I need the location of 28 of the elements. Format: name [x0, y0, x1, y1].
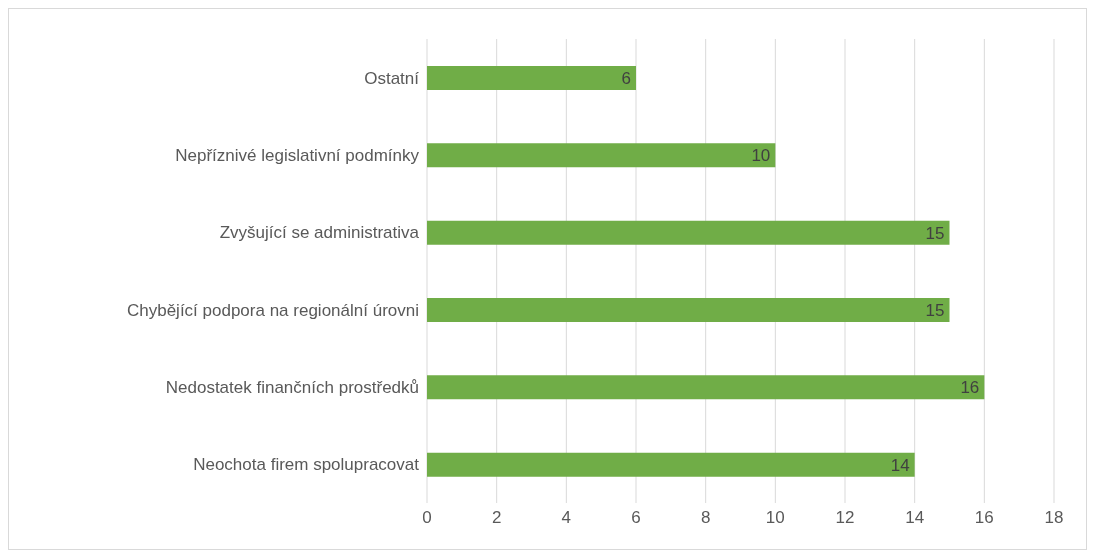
x-tick-label: 8 — [700, 508, 711, 528]
y-tick-label: Zvyšující se administrativa — [219, 223, 420, 243]
bar — [427, 66, 636, 90]
bar — [427, 143, 776, 168]
x-tick-label: 2 — [491, 508, 502, 528]
x-tick-label: 18 — [1044, 508, 1064, 528]
x-tick-label: 10 — [765, 508, 785, 528]
y-tick-label: Nepříznivé legislativní podmínky — [175, 146, 420, 166]
x-tick-label: 4 — [561, 508, 572, 528]
data-label: 15 — [925, 223, 945, 243]
y-tick-label: Nedostatek finančních prostředků — [165, 378, 419, 398]
data-label: 6 — [621, 69, 631, 89]
bar — [427, 298, 950, 322]
bar — [427, 220, 950, 245]
x-tick-label: 12 — [835, 508, 855, 528]
y-tick-label: Ostatní — [364, 68, 420, 88]
bar — [427, 452, 915, 477]
x-tick-label: 0 — [422, 508, 432, 528]
data-label: 15 — [925, 301, 945, 321]
data-label: 10 — [751, 146, 771, 166]
data-label: 14 — [890, 455, 910, 475]
y-tick-label: Neochota firem spolupracovat — [193, 455, 420, 475]
data-label: 16 — [960, 378, 980, 398]
x-tick-label: 6 — [631, 508, 641, 528]
y-tick-label: Chybějící podpora na regionální úrovni — [126, 300, 419, 320]
x-tick-label: 16 — [974, 508, 994, 528]
bar — [427, 375, 985, 400]
x-tick-label: 14 — [905, 508, 925, 528]
